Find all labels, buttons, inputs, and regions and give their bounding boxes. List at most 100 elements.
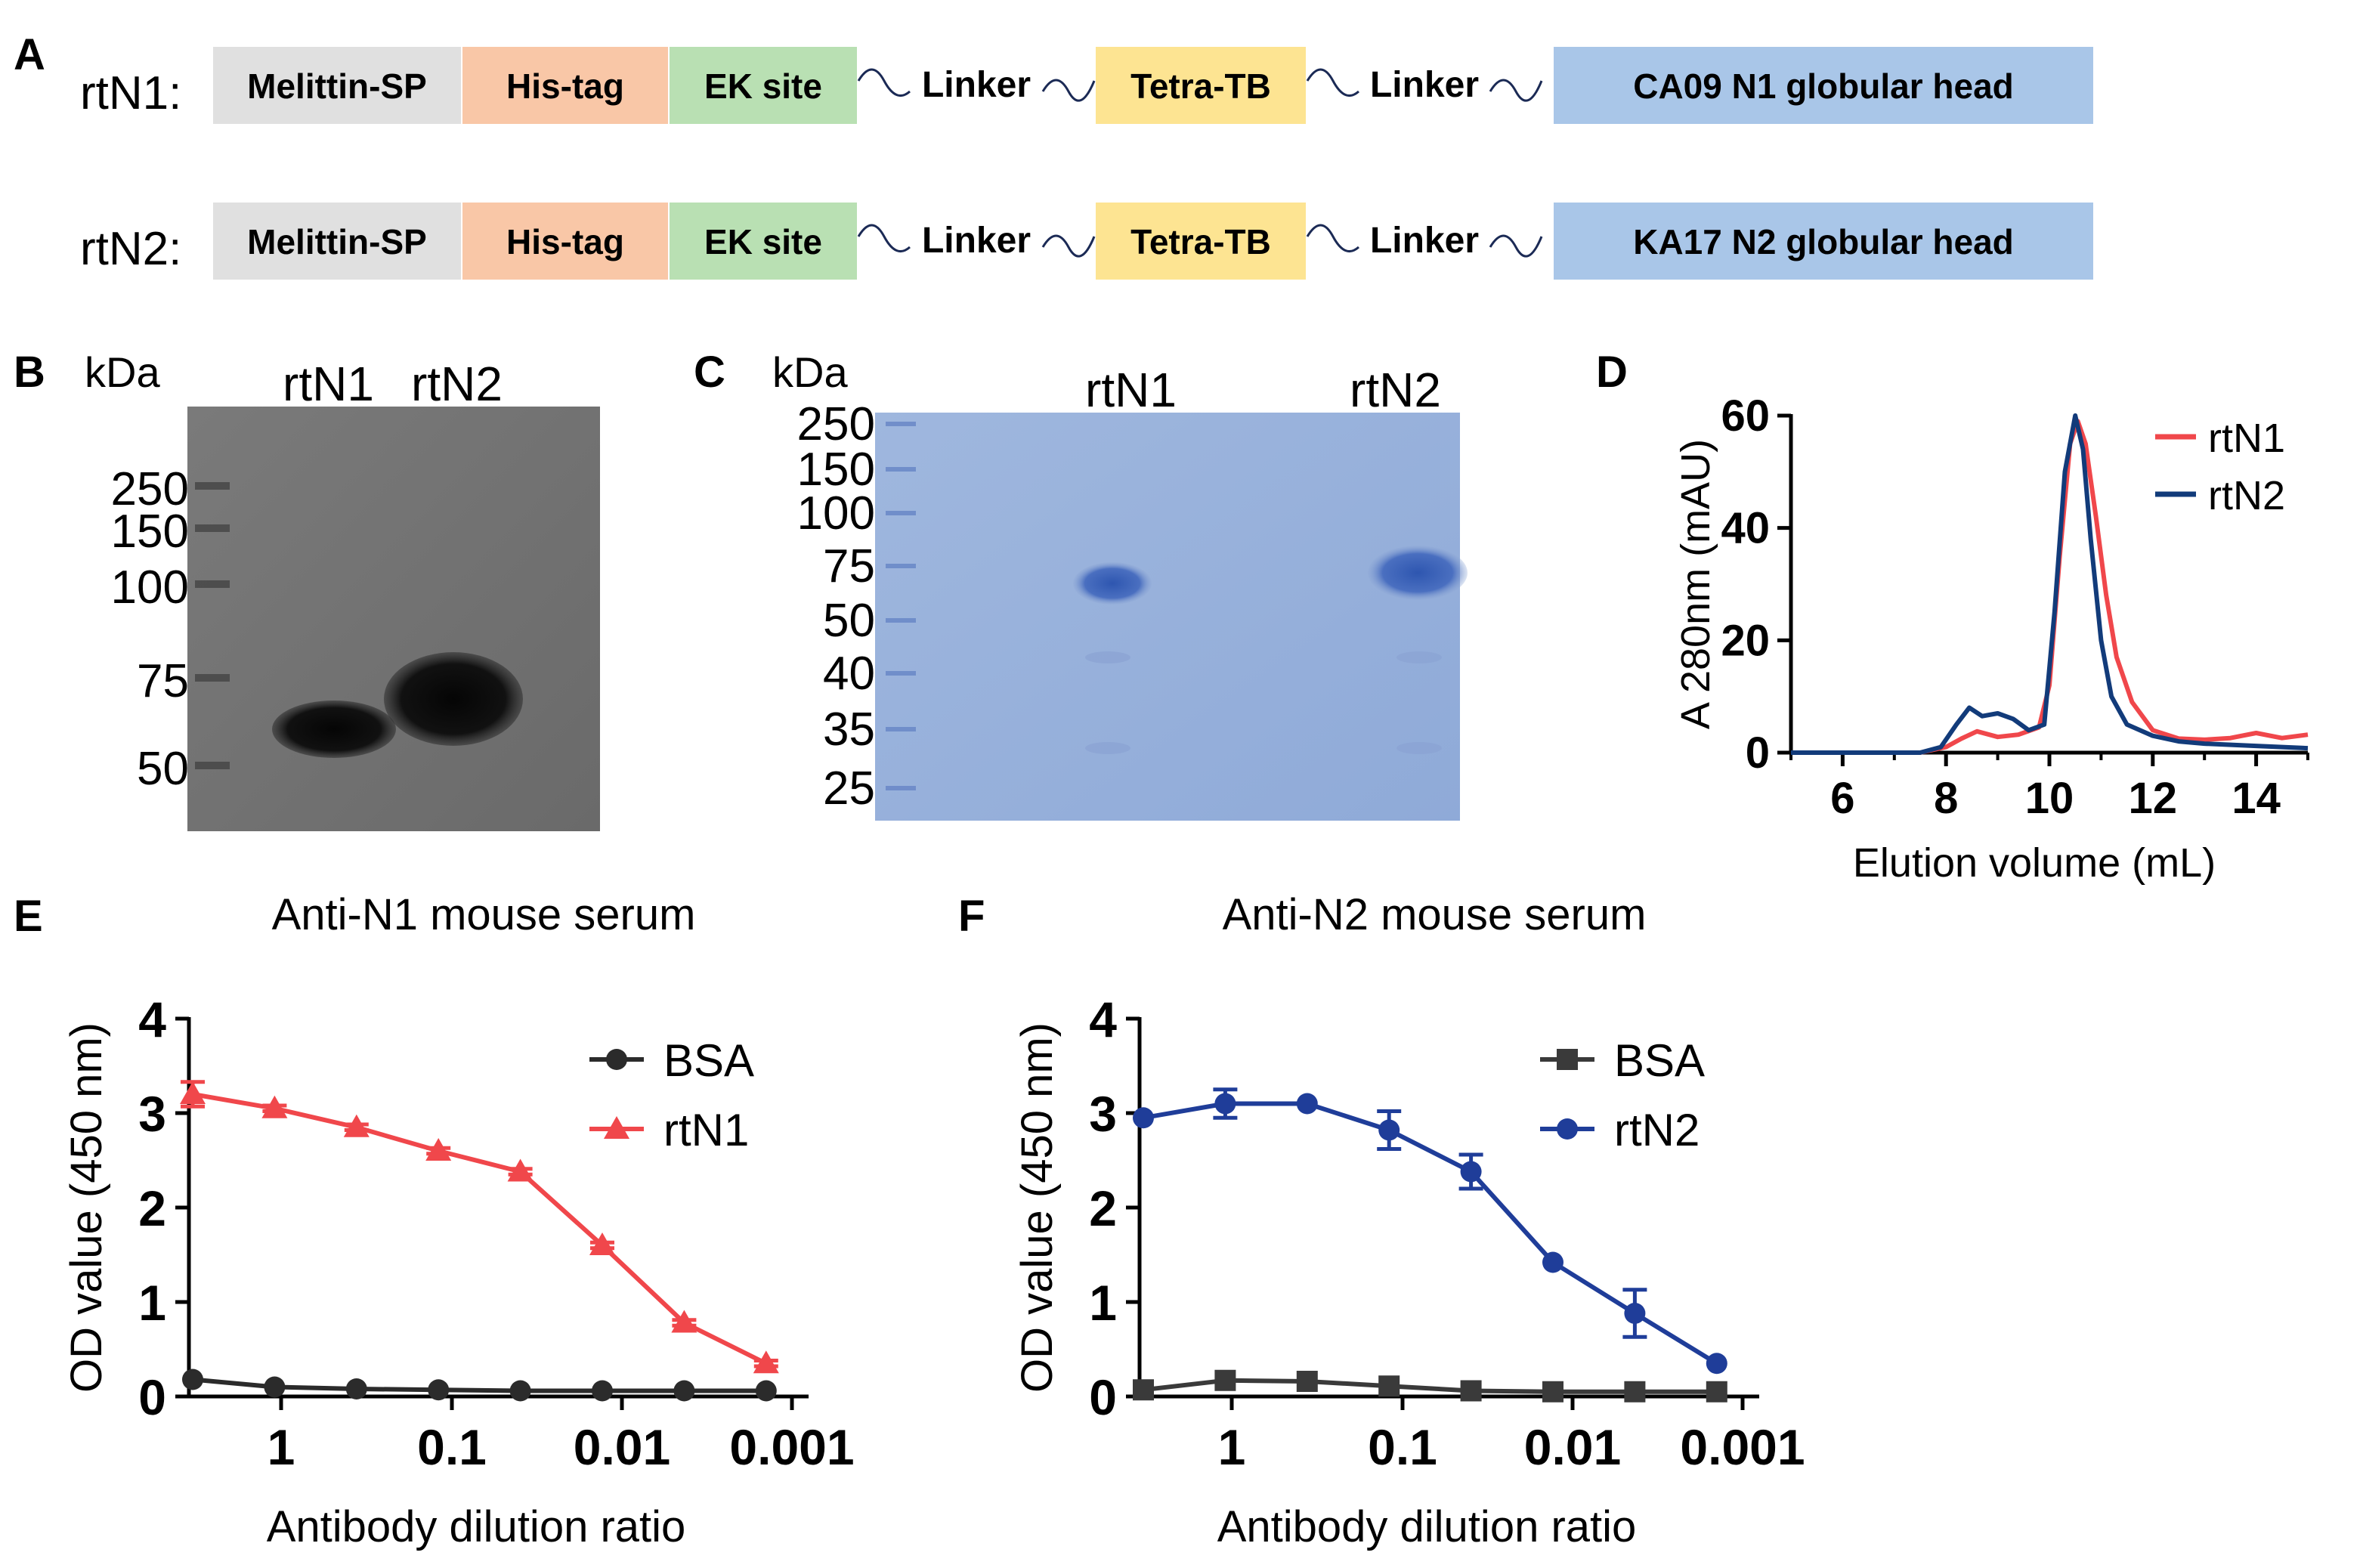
linker-wave-left — [1306, 68, 1359, 97]
marker-b: 250 — [111, 463, 189, 515]
y-tick-label-d: 60 — [1721, 391, 1770, 441]
gel-c — [875, 413, 1460, 821]
x-axis-label-d: Elution volume (mL) — [1853, 840, 2216, 886]
data-point-rtn2 — [1460, 1161, 1482, 1183]
series-line-bsa — [192, 1377, 766, 1393]
segment-label: EK site — [704, 222, 822, 261]
segment-box — [462, 203, 668, 280]
segment-label: KA17 N2 globular head — [1633, 222, 2014, 261]
data-point-bsa — [509, 1380, 531, 1402]
y-tick-label: 4 — [138, 991, 166, 1047]
construct-name-2: rtN2: — [80, 223, 181, 275]
linker-label: Linker — [1370, 65, 1479, 105]
kda-label-b: kDa — [85, 348, 160, 396]
data-point-bsa — [1378, 1375, 1400, 1397]
x-axis-label-e: Antibody dilution ratio — [267, 1502, 686, 1551]
y-tick-label: 1 — [138, 1275, 166, 1331]
y-tick-label: 3 — [138, 1086, 166, 1142]
segment-box — [1096, 203, 1306, 280]
data-point-bsa — [1706, 1381, 1727, 1403]
y-tick-label-d: 20 — [1721, 616, 1770, 665]
lane-label-b-rtn2: rtN2 — [411, 357, 503, 411]
legend-label-bsa: BSA — [663, 1035, 754, 1086]
ladder-band-b — [195, 580, 230, 588]
segment-box — [462, 47, 668, 124]
data-point-rtn1 — [589, 1232, 615, 1255]
kda-label-c: kDa — [772, 348, 848, 396]
segment-box — [1554, 47, 2093, 124]
legend-label-rtn2: rtN2 — [1614, 1105, 1700, 1155]
band-c-rtn1 — [1073, 562, 1152, 605]
y-axis-label-f: OD value (450 nm) — [1013, 1022, 1062, 1393]
data-point-rtn2 — [1214, 1093, 1236, 1115]
gel-b — [187, 407, 600, 831]
band-c-rtn1-minor — [1085, 651, 1130, 663]
data-point-bsa — [1460, 1380, 1482, 1402]
data-point-bsa — [755, 1380, 777, 1402]
segment-box — [213, 47, 461, 124]
data-point-bsa — [1542, 1381, 1563, 1403]
lane-label-c-rtn1: rtN1 — [1085, 363, 1177, 417]
x-tick-label-d: 8 — [1934, 774, 1958, 823]
segment-label: CA09 N1 globular head — [1633, 66, 2014, 106]
y-tick-label: 2 — [138, 1180, 166, 1236]
ladder-band-b — [195, 524, 230, 532]
ladder-band-c — [886, 511, 916, 515]
data-point-bsa — [1133, 1379, 1154, 1401]
segment-label: His-tag — [506, 66, 624, 106]
band-c-rtn2 — [1368, 546, 1468, 600]
linker-wave-right — [1041, 79, 1096, 102]
panel-letter-b: B — [14, 348, 45, 397]
marker-c: 250 — [797, 398, 875, 450]
legend-marker-bsa — [1557, 1049, 1578, 1070]
y-tick-label: 0 — [1089, 1369, 1117, 1425]
data-point-rtn2 — [1706, 1353, 1727, 1375]
series-line-d-rtn1 — [1791, 419, 2309, 755]
linker-wave-right — [1489, 234, 1543, 258]
marker-c: 150 — [797, 444, 875, 496]
data-point-bsa — [264, 1376, 286, 1398]
y-tick-label: 4 — [1089, 991, 1117, 1047]
panel-letter-c: C — [694, 348, 725, 397]
data-point-rtn2 — [1133, 1107, 1154, 1129]
panel-letter-a: A — [14, 30, 45, 79]
data-point-bsa — [1296, 1371, 1318, 1392]
panel-a-constructs: rtN1: Melittin-SP His-tag EK site Linker Tetr… — [80, 47, 2093, 280]
data-point-rtn1 — [507, 1158, 534, 1182]
y-tick-label: 1 — [1089, 1275, 1117, 1331]
x-tick-label: 0.01 — [574, 1419, 670, 1475]
lane-label-c-rtn2: rtN2 — [1350, 363, 1441, 417]
segment-label: Tetra-TB — [1130, 222, 1271, 261]
segment-box — [1096, 47, 1306, 124]
segment-box — [670, 203, 857, 280]
y-tick-label: 2 — [1089, 1180, 1117, 1236]
data-point-rtn1 — [671, 1310, 697, 1333]
x-tick-label: 0.01 — [1524, 1419, 1621, 1475]
legend-marker-rtn1 — [604, 1116, 629, 1139]
marker-c: 35 — [823, 704, 875, 756]
y-tick-label: 3 — [1089, 1086, 1117, 1142]
data-point-rtn1 — [753, 1350, 779, 1374]
segment-label: Melittin-SP — [247, 222, 427, 261]
marker-b: 100 — [111, 561, 189, 614]
ladder-band-c — [886, 786, 916, 790]
chart-d-sec-profile: 0 20 40 60 6 8 10 12 14 Elution volume (mL) A 280n… — [1673, 391, 2309, 886]
data-point-rtn2 — [1624, 1303, 1646, 1324]
marker-b: 50 — [137, 743, 189, 795]
x-tick-label: 1 — [1218, 1419, 1246, 1475]
data-point-rtn2 — [1378, 1119, 1400, 1141]
panel-letter-e: E — [14, 892, 43, 941]
data-point-bsa — [1624, 1381, 1646, 1403]
band-c-rtn2-minor2 — [1396, 742, 1442, 754]
data-point-bsa — [428, 1379, 450, 1401]
ladder-band-c — [886, 618, 916, 623]
ladder-band-c — [886, 564, 916, 568]
ladder-band-c — [886, 422, 916, 426]
marker-c: 100 — [797, 487, 875, 540]
lane-label-b-rtn1: rtN1 — [283, 357, 374, 411]
y-tick-label: 0 — [138, 1369, 166, 1425]
